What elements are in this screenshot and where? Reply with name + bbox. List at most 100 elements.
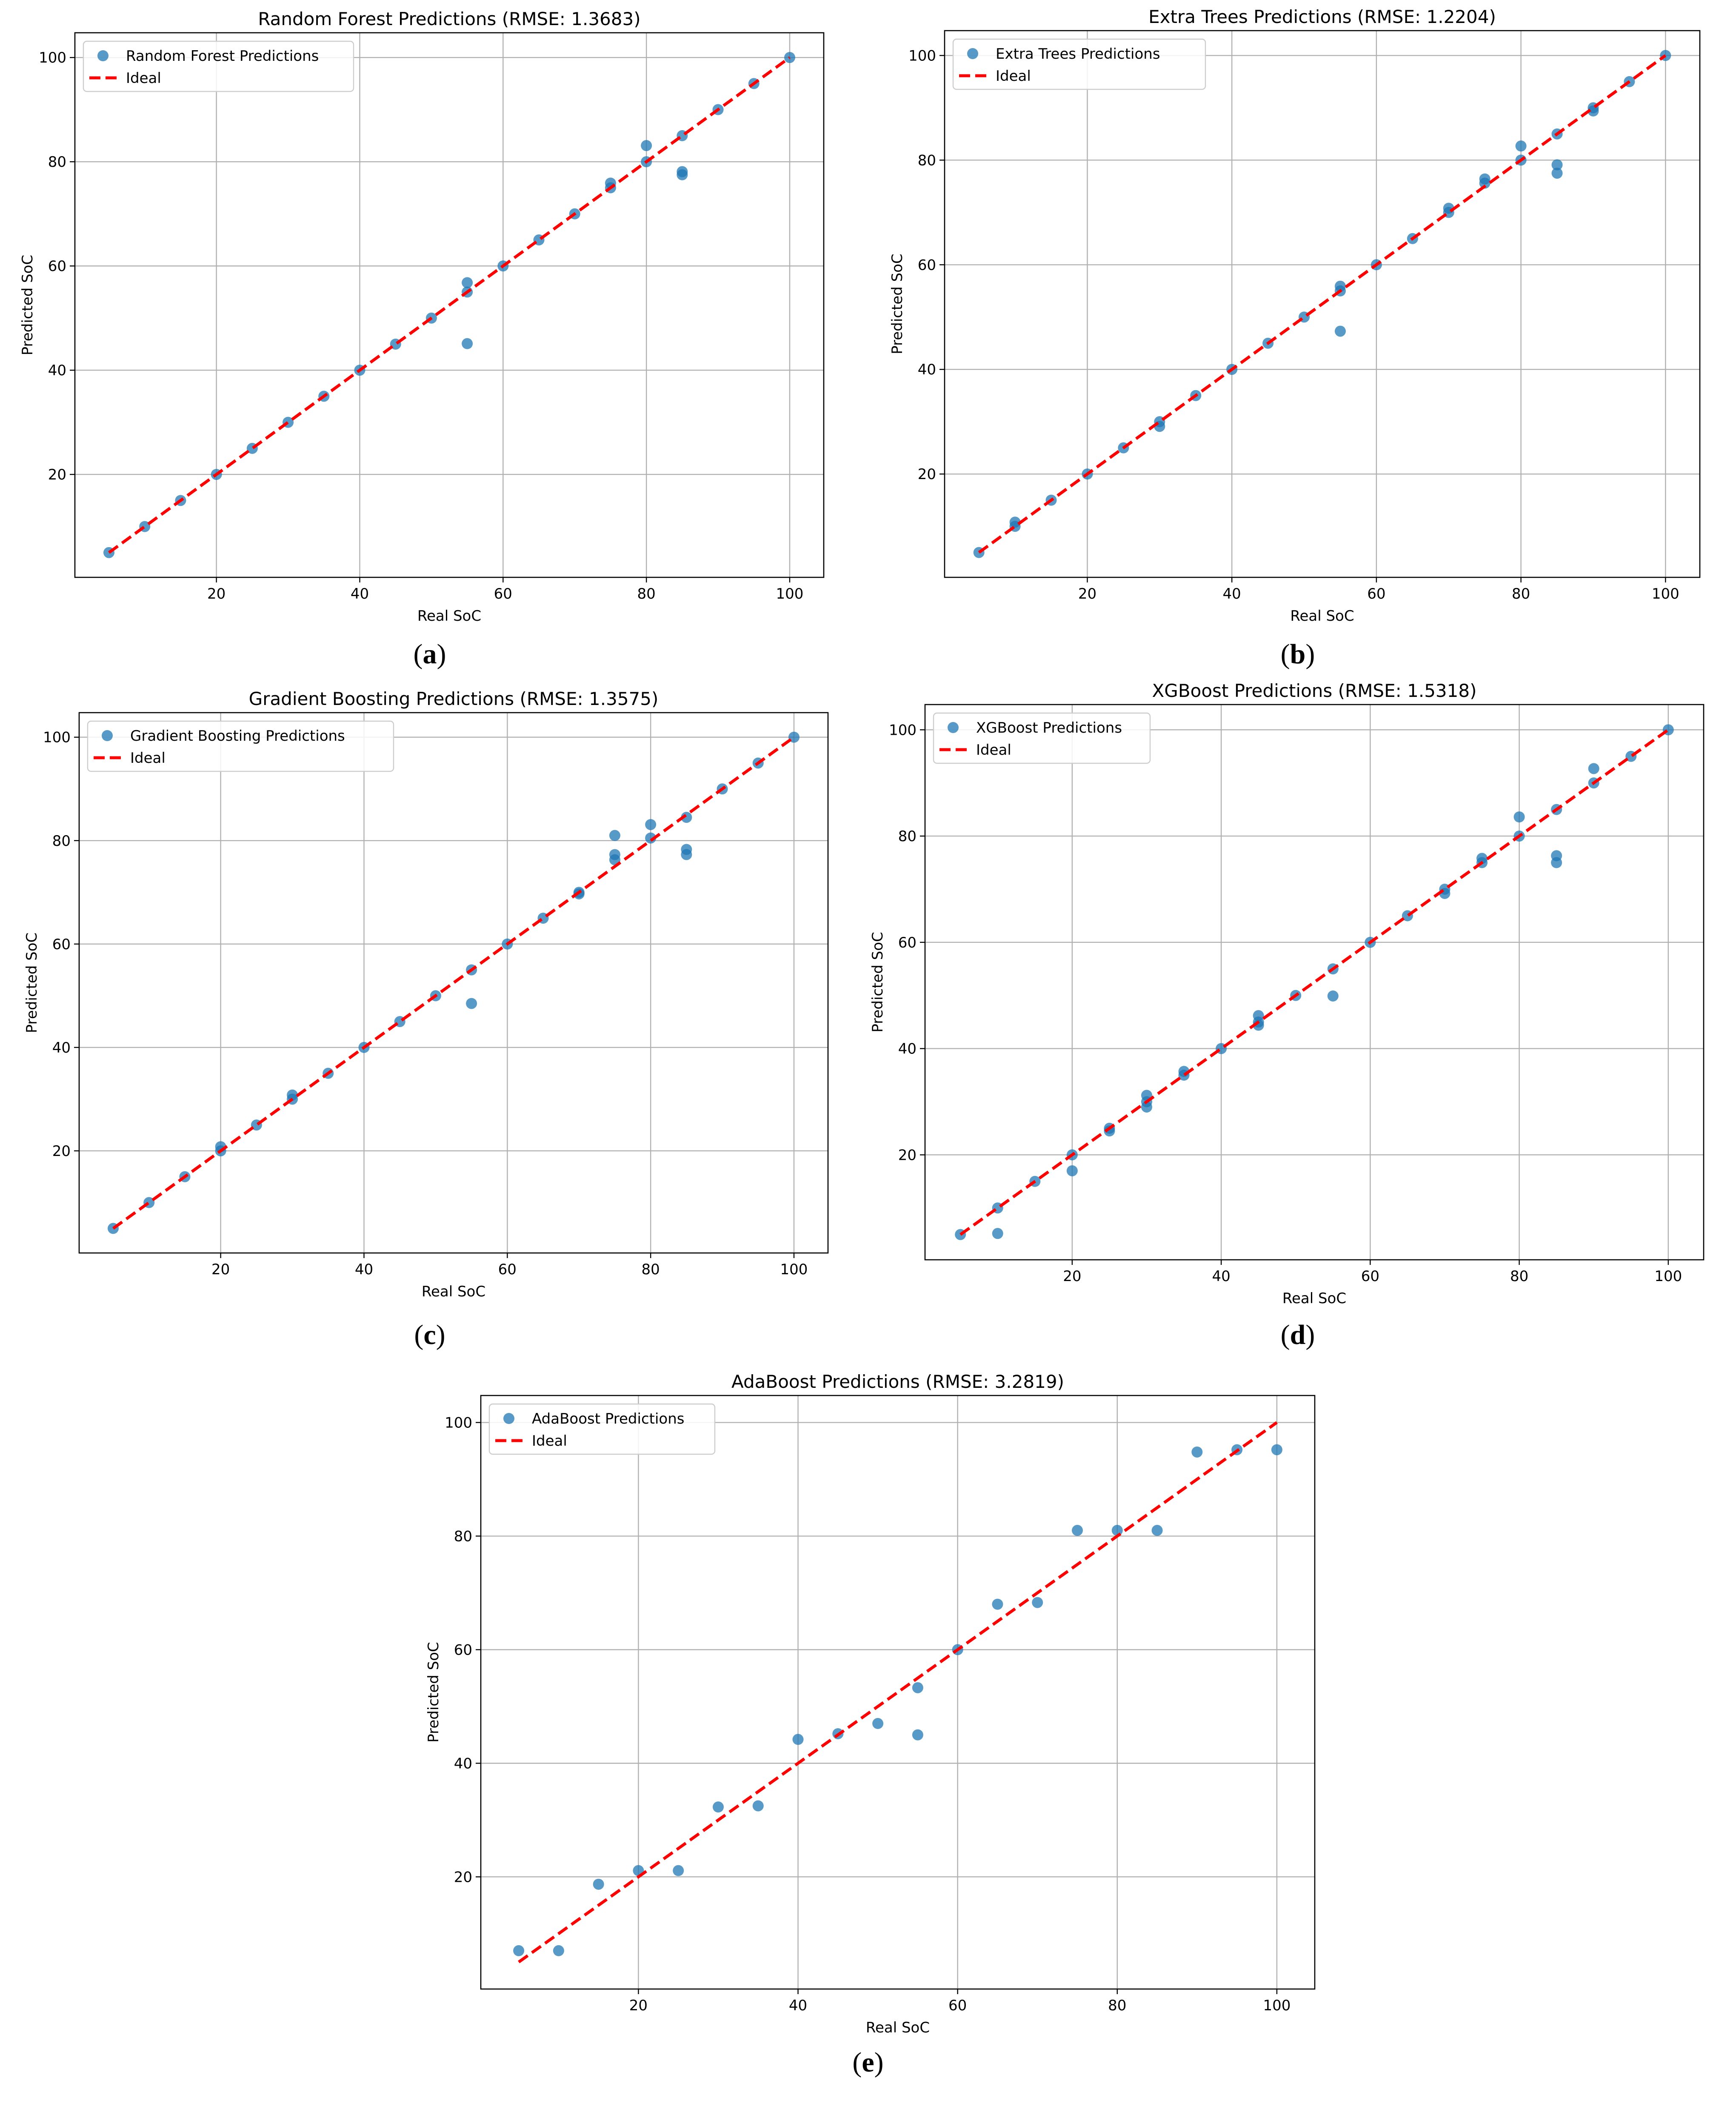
y-tick-label: 80	[454, 1528, 472, 1545]
y-tick-label: 20	[52, 1143, 71, 1160]
x-tick-label: 40	[1223, 585, 1241, 602]
y-tick-label: 80	[898, 828, 917, 845]
data-point	[681, 812, 692, 823]
chart-svg-c: Gradient Boosting Predictions (RMSE: 1.3…	[23, 688, 829, 1300]
caption-a: (a)	[413, 639, 446, 670]
data-point	[1476, 853, 1488, 864]
chart-panel-c: Gradient Boosting Predictions (RMSE: 1.3…	[0, 688, 859, 1310]
data-point	[1588, 105, 1599, 117]
y-tick-label: 80	[918, 152, 936, 169]
legend-marker-points	[102, 730, 113, 741]
data-point	[641, 140, 652, 151]
x-tick-label: 20	[629, 1997, 648, 2014]
x-tick-label: 40	[1212, 1268, 1230, 1285]
chart-svg-d: XGBoost Predictions (RMSE: 1.5318) 20 40 60…	[869, 680, 1705, 1307]
chart-panel-e: AdaBoost Predictions (RMSE: 3.2819) 20 40 6…	[391, 1370, 1345, 2036]
legend-label-points: Gradient Boosting Predictions	[130, 728, 345, 745]
data-point	[1009, 517, 1021, 528]
x-tick-label: 100	[1263, 1997, 1291, 2014]
y-tick-label: 40	[52, 1039, 71, 1056]
ideal-line	[112, 736, 795, 1230]
chart-svg-b: Extra Trees Predictions (RMSE: 1.2204) 20…	[889, 6, 1701, 625]
y-tick-label: 20	[898, 1147, 917, 1164]
data-point	[712, 1801, 724, 1813]
ideal-line	[978, 54, 1667, 554]
data-point	[287, 1089, 298, 1101]
plot-frame	[944, 30, 1701, 578]
data-point	[1334, 325, 1346, 337]
legend-label-points: XGBoost Predictions	[976, 719, 1122, 736]
chart-panel-a: Random Forest Predictions (RMSE: 1.3683)…	[0, 9, 859, 630]
data-point	[462, 277, 473, 288]
plot-frame	[480, 1395, 1316, 1990]
y-tick-label: 20	[48, 466, 66, 483]
data-point	[1513, 811, 1525, 823]
y-tick-label: 20	[918, 466, 936, 483]
legend-box	[952, 38, 1206, 90]
data-point	[1104, 1125, 1115, 1137]
y-tick-label: 80	[48, 154, 66, 171]
data-point	[1072, 1525, 1083, 1536]
legend-label-ideal: Ideal	[130, 750, 166, 767]
chart-title: XGBoost Predictions (RMSE: 1.5318)	[1152, 680, 1477, 701]
y-tick-label: 60	[918, 257, 936, 274]
data-point	[1191, 1446, 1203, 1458]
y-tick-label: 40	[918, 361, 936, 378]
plot-frame	[78, 712, 829, 1254]
legend-marker-points	[503, 1413, 514, 1424]
x-tick-label: 60	[948, 1997, 967, 2014]
y-tick-label: 60	[454, 1641, 472, 1658]
data-point	[681, 849, 692, 860]
legend-box	[488, 1403, 716, 1455]
y-tick-label: 100	[908, 47, 936, 64]
x-tick-label: 40	[355, 1261, 373, 1278]
data-point	[1334, 280, 1346, 292]
legend-box	[933, 712, 1151, 764]
x-tick-label: 60	[494, 585, 512, 602]
legend-label-points: Extra Trees Predictions	[996, 46, 1160, 63]
x-tick-label: 40	[789, 1997, 807, 2014]
data-point	[1151, 1525, 1163, 1536]
legend-label-ideal: Ideal	[976, 742, 1011, 759]
y-axis-label: Predicted SoC	[19, 255, 36, 356]
caption-e: (e)	[852, 2047, 884, 2078]
data-point	[553, 1945, 564, 1956]
data-point	[1588, 763, 1599, 774]
data-point	[872, 1718, 884, 1729]
ideal-line	[518, 1421, 1278, 1963]
y-tick-label: 80	[52, 833, 71, 850]
chart-svg-a: Random Forest Predictions (RMSE: 1.3683)…	[19, 9, 825, 625]
data-point	[513, 1945, 525, 1956]
x-tick-label: 100	[780, 1261, 808, 1278]
chart-title: Gradient Boosting Predictions (RMSE: 1.3…	[249, 688, 659, 709]
x-tick-label: 80	[642, 1261, 660, 1278]
y-tick-label: 100	[889, 722, 917, 739]
chart-title: Extra Trees Predictions (RMSE: 1.2204)	[1148, 6, 1496, 27]
data-point	[1066, 1165, 1078, 1176]
legend-label-ideal: Ideal	[126, 70, 161, 87]
data-point	[1551, 168, 1563, 179]
data-point	[645, 819, 657, 830]
data-point	[1327, 990, 1339, 1002]
y-tick-label: 60	[52, 936, 71, 953]
data-point	[912, 1682, 923, 1693]
chart-panel-d: XGBoost Predictions (RMSE: 1.5318) 20 40 60…	[868, 680, 1727, 1310]
x-tick-label: 20	[1063, 1268, 1081, 1285]
x-tick-label: 80	[637, 585, 656, 602]
data-point	[912, 1729, 923, 1741]
x-axis-label: Real SoC	[866, 2019, 930, 2036]
data-point	[645, 832, 657, 844]
data-point	[1154, 421, 1165, 432]
y-tick-label: 40	[898, 1041, 917, 1058]
x-tick-label: 20	[1078, 585, 1096, 602]
data-point	[1551, 857, 1562, 868]
ideal-line	[108, 56, 791, 554]
plot-frame	[924, 704, 1705, 1261]
data-point	[1479, 173, 1490, 185]
y-tick-label: 20	[454, 1869, 472, 1886]
y-tick-label: 40	[48, 362, 66, 379]
y-tick-label: 60	[48, 258, 66, 275]
y-axis-label: Predicted SoC	[425, 1642, 442, 1743]
x-tick-label: 80	[1510, 1268, 1528, 1285]
y-tick-label: 100	[39, 49, 66, 66]
